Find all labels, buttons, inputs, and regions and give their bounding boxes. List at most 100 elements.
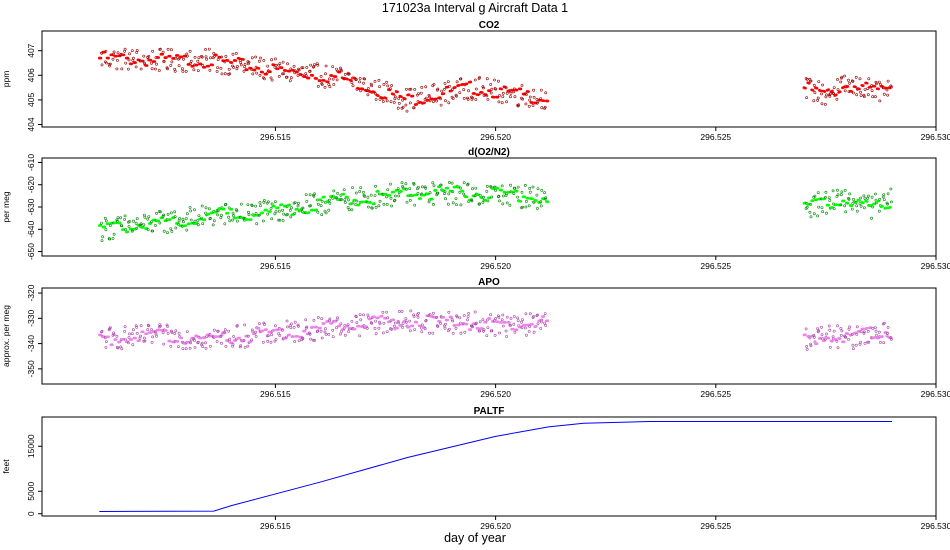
data-point bbox=[850, 333, 854, 337]
data-point bbox=[173, 69, 177, 73]
data-point bbox=[185, 54, 189, 58]
data-point bbox=[439, 183, 443, 187]
data-point bbox=[242, 339, 245, 343]
data-point bbox=[177, 222, 180, 226]
data-point bbox=[481, 201, 485, 204]
data-point bbox=[103, 216, 107, 220]
data-point bbox=[385, 80, 389, 84]
data-point bbox=[373, 327, 377, 330]
data-point bbox=[407, 325, 411, 329]
data-point bbox=[842, 340, 846, 344]
data-point bbox=[116, 216, 120, 220]
data-point bbox=[466, 98, 470, 101]
data-point bbox=[343, 72, 347, 76]
data-point bbox=[539, 204, 543, 208]
data-point bbox=[177, 219, 181, 223]
data-point bbox=[482, 329, 485, 333]
data-point bbox=[195, 222, 199, 225]
data-point bbox=[513, 186, 517, 190]
data-point bbox=[835, 203, 838, 206]
data-point bbox=[471, 325, 474, 329]
data-point bbox=[420, 86, 424, 89]
data-point bbox=[378, 85, 381, 89]
data-point bbox=[222, 207, 226, 211]
data-point bbox=[134, 65, 138, 69]
data-point bbox=[363, 194, 367, 198]
data-point bbox=[431, 202, 435, 206]
data-point bbox=[276, 67, 280, 71]
data-point bbox=[232, 214, 236, 218]
data-point bbox=[827, 88, 830, 91]
data-point bbox=[458, 91, 462, 95]
data-point bbox=[812, 335, 816, 339]
data-point bbox=[274, 210, 278, 214]
data-point bbox=[282, 212, 286, 216]
data-point bbox=[277, 75, 281, 78]
data-point bbox=[404, 317, 408, 321]
data-point bbox=[327, 80, 330, 84]
data-point bbox=[169, 48, 173, 52]
data-point bbox=[273, 212, 277, 216]
data-point bbox=[115, 54, 118, 58]
data-point bbox=[412, 313, 416, 317]
data-point bbox=[281, 72, 285, 76]
data-point bbox=[859, 204, 863, 208]
data-point bbox=[877, 209, 881, 213]
data-point bbox=[843, 74, 847, 78]
data-point bbox=[235, 65, 239, 68]
data-point bbox=[370, 321, 374, 325]
data-point bbox=[423, 101, 426, 105]
data-point bbox=[877, 80, 881, 84]
data-point bbox=[401, 98, 405, 102]
data-point bbox=[424, 318, 428, 322]
data-point bbox=[874, 192, 877, 196]
data-point bbox=[196, 59, 200, 63]
data-point bbox=[517, 103, 521, 107]
data-point bbox=[411, 194, 415, 197]
data-point bbox=[209, 216, 212, 220]
data-point bbox=[313, 339, 316, 342]
data-point bbox=[424, 186, 428, 190]
data-point bbox=[142, 225, 145, 229]
data-point bbox=[220, 341, 223, 345]
data-point bbox=[107, 56, 110, 60]
data-point bbox=[130, 62, 133, 66]
data-point bbox=[544, 324, 548, 327]
data-point bbox=[262, 322, 266, 326]
data-point bbox=[404, 103, 408, 107]
data-point bbox=[304, 193, 308, 197]
data-point bbox=[231, 342, 235, 346]
data-point bbox=[247, 213, 251, 217]
data-point bbox=[181, 217, 185, 221]
data-point bbox=[835, 339, 839, 343]
data-point bbox=[176, 54, 180, 57]
data-point bbox=[142, 336, 146, 340]
data-point bbox=[107, 222, 110, 225]
data-point bbox=[166, 325, 169, 328]
data-point bbox=[103, 225, 107, 229]
data-point bbox=[215, 335, 218, 338]
data-point bbox=[434, 189, 438, 192]
data-point bbox=[875, 82, 878, 86]
data-point bbox=[281, 219, 285, 222]
data-point bbox=[169, 64, 173, 67]
data-point bbox=[839, 326, 843, 330]
data-point bbox=[381, 310, 385, 314]
data-point bbox=[127, 225, 131, 228]
data-point bbox=[100, 329, 104, 333]
data-point bbox=[859, 330, 863, 334]
data-point bbox=[877, 336, 880, 340]
y-axis-label: per meg bbox=[1, 191, 11, 222]
data-point bbox=[347, 208, 351, 212]
data-point bbox=[188, 222, 191, 225]
panel-2: APO approx. per meg -350 -340 -330 -320 296.51… bbox=[1, 277, 950, 399]
data-point bbox=[870, 195, 874, 199]
data-point bbox=[123, 214, 127, 218]
data-point bbox=[309, 337, 313, 341]
data-point bbox=[118, 340, 122, 344]
data-point bbox=[839, 193, 843, 197]
y-tick-label: -350 bbox=[26, 360, 36, 377]
data-point bbox=[343, 198, 347, 202]
data-point bbox=[142, 223, 146, 227]
